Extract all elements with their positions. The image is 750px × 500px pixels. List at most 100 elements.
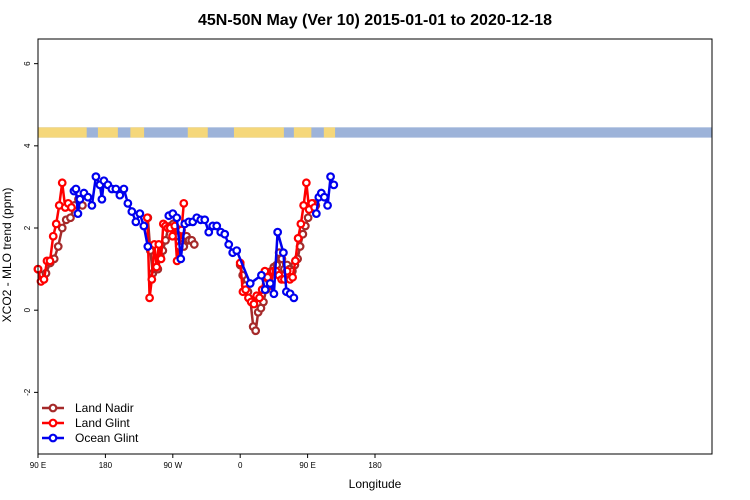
data-point bbox=[288, 272, 298, 282]
data-point bbox=[319, 192, 329, 202]
data-point bbox=[323, 201, 332, 210]
data-point bbox=[289, 293, 299, 303]
data-point bbox=[127, 207, 137, 216]
data-point bbox=[154, 240, 164, 249]
data-point bbox=[152, 262, 161, 272]
data-point bbox=[172, 213, 182, 223]
land-band bbox=[233, 127, 284, 138]
data-point bbox=[232, 246, 242, 256]
data-point bbox=[111, 184, 121, 194]
land-ocean-strip bbox=[38, 127, 712, 138]
data-point bbox=[57, 178, 67, 188]
x-tick-label: 90 E bbox=[30, 461, 46, 470]
x-tick-label: 90 W bbox=[163, 461, 182, 470]
land-band bbox=[130, 127, 145, 138]
data-point bbox=[200, 215, 210, 225]
x-tick-label: 0 bbox=[238, 461, 243, 470]
legend-label: Land Nadir bbox=[75, 401, 134, 415]
data-point bbox=[269, 289, 279, 299]
data-point bbox=[299, 201, 309, 210]
data-point bbox=[293, 233, 303, 243]
data-point bbox=[301, 178, 311, 188]
data-point bbox=[87, 201, 97, 210]
data-point bbox=[139, 221, 149, 231]
data-point bbox=[143, 242, 153, 251]
data-point bbox=[75, 194, 85, 204]
data-point bbox=[257, 270, 266, 280]
y-tick-label: 6 bbox=[23, 61, 32, 66]
y-tick-label: -2 bbox=[23, 388, 32, 396]
data-point bbox=[45, 256, 55, 266]
data-point bbox=[311, 209, 321, 219]
data-point bbox=[115, 190, 125, 200]
land-band bbox=[187, 127, 208, 138]
data-point bbox=[83, 192, 93, 202]
land-band bbox=[97, 127, 118, 138]
data-point bbox=[48, 231, 58, 241]
data-point bbox=[245, 279, 255, 288]
x-tick-label: 180 bbox=[368, 461, 382, 470]
data-point bbox=[278, 248, 288, 258]
data-point bbox=[220, 229, 230, 239]
data-point bbox=[296, 219, 306, 229]
data-point bbox=[97, 194, 107, 204]
data-point bbox=[123, 198, 133, 208]
data-point bbox=[303, 213, 313, 223]
data-point bbox=[241, 285, 251, 295]
data-point bbox=[290, 256, 300, 266]
series-group bbox=[33, 172, 339, 336]
data-point bbox=[249, 299, 259, 309]
y-axis: -2 0 2 4 6 bbox=[23, 61, 38, 396]
data-point bbox=[273, 227, 283, 237]
data-point bbox=[142, 213, 152, 223]
x-tick-label: 180 bbox=[99, 461, 113, 470]
data-point bbox=[255, 293, 264, 303]
data-point bbox=[51, 219, 61, 229]
data-point bbox=[260, 285, 270, 295]
legend-marker bbox=[48, 433, 58, 443]
x-axis-title: Longitude bbox=[349, 477, 402, 491]
data-point bbox=[119, 184, 129, 194]
ocean-band bbox=[38, 127, 712, 138]
x-axis: 90 E 180 90 W 0 90 E 180 bbox=[30, 454, 382, 470]
data-point bbox=[204, 227, 214, 237]
data-point bbox=[251, 326, 261, 336]
data-point bbox=[53, 242, 63, 251]
data-point bbox=[212, 221, 222, 231]
data-point bbox=[145, 293, 154, 303]
data-point bbox=[265, 279, 275, 288]
data-point bbox=[67, 203, 76, 212]
legend-label: Land Glint bbox=[75, 416, 130, 430]
y-tick-label: 0 bbox=[23, 307, 32, 312]
land-band bbox=[38, 127, 87, 138]
land-band bbox=[323, 127, 336, 138]
data-point bbox=[179, 198, 189, 208]
legend-label: Ocean Glint bbox=[75, 431, 139, 445]
data-point bbox=[57, 223, 67, 233]
data-point bbox=[189, 240, 199, 249]
series-ocean-glint bbox=[69, 172, 339, 303]
plot-frame bbox=[37, 38, 713, 455]
data-point bbox=[73, 209, 83, 219]
data-point bbox=[176, 254, 186, 264]
data-point bbox=[326, 172, 335, 182]
x-tick-label: 90 E bbox=[299, 461, 315, 470]
y-axis-title: XCO2 - MLO trend (ppm) bbox=[0, 188, 14, 323]
data-point bbox=[91, 172, 101, 182]
data-point bbox=[224, 240, 234, 249]
land-band bbox=[293, 127, 312, 138]
legend-marker bbox=[48, 403, 58, 413]
data-point bbox=[147, 274, 157, 284]
data-point bbox=[71, 184, 81, 194]
y-tick-label: 4 bbox=[23, 143, 32, 148]
data-point bbox=[329, 180, 339, 190]
legend-marker bbox=[48, 418, 58, 428]
data-point bbox=[39, 274, 49, 284]
chart-title: 45N-50N May (Ver 10) 2015-01-01 to 2020-… bbox=[198, 12, 552, 29]
data-point bbox=[156, 254, 166, 264]
data-point bbox=[168, 231, 177, 241]
data-point bbox=[135, 209, 145, 219]
data-point bbox=[131, 217, 141, 227]
